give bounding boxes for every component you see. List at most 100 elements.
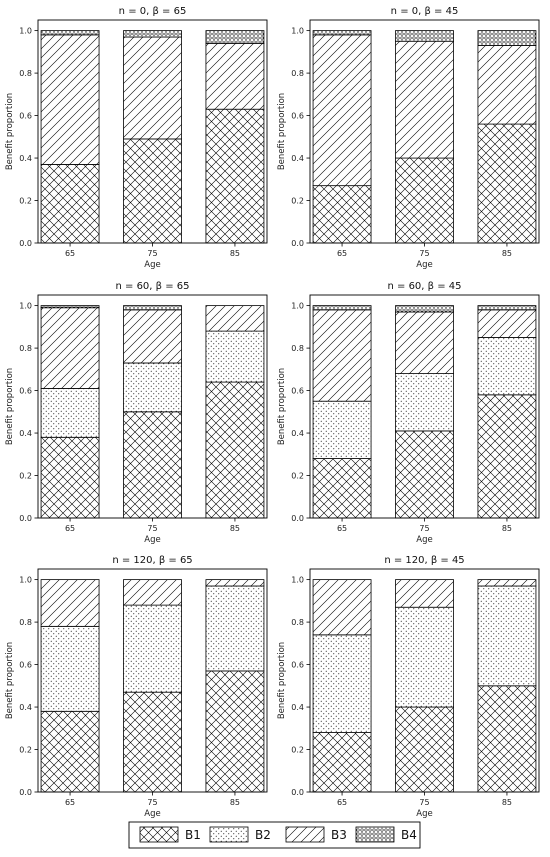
y-tick-label: 0.2: [19, 197, 32, 206]
chart-panel-2: n = 0, β = 45 65 75 85 0.0 0.2 0.4 0.6 0.8 1.0 Age…: [277, 6, 540, 270]
y-tick-label: 0.8: [19, 344, 32, 353]
y-tick-label: 0.4: [291, 703, 304, 712]
bar-segment-b4: [312, 30, 372, 36]
bar-segment-b1: [40, 710, 100, 793]
x-axis-label: Age: [144, 535, 160, 545]
x-tick-label: 75: [147, 249, 157, 258]
bar-segment-b4: [477, 30, 537, 46]
x-axis-label: Age: [416, 809, 432, 819]
bar-segment-b4: [123, 30, 182, 38]
x-tick-label: 85: [230, 524, 240, 533]
x-tick-label: 65: [337, 798, 347, 807]
x-tick-label: 85: [502, 798, 512, 807]
bar-segment-b3: [477, 579, 537, 587]
bar-segment-b3: [312, 579, 372, 636]
y-tick-label: 0.2: [291, 472, 304, 481]
x-tick-label: 75: [419, 524, 429, 533]
bar-segment-b1: [123, 411, 182, 519]
bar-segment-b3: [40, 579, 100, 627]
x-tick-label: 85: [502, 524, 512, 533]
bar-segment-b3: [477, 309, 537, 338]
bar-segment-b4: [205, 30, 265, 44]
bar-segment-b2: [205, 330, 265, 383]
chart-panel-3: n = 60, β = 65 65 75 85 0.0 0.2 0.4 0.6 0.8 1.0 Ag…: [5, 281, 268, 545]
plot-frame: [37, 294, 268, 519]
x-tick-label: 75: [147, 798, 157, 807]
chart-title: n = 120, β = 65: [112, 555, 192, 566]
bar-segment-b1: [395, 157, 454, 244]
chart-title: n = 0, β = 65: [119, 6, 187, 17]
legend-swatch-b3: [285, 826, 325, 843]
bar-segment-b2: [40, 625, 100, 712]
y-tick-label: 0.6: [19, 661, 32, 670]
y-tick-label: 1.0: [19, 576, 32, 585]
bar-segment-b1: [477, 123, 537, 244]
bar-segment-b4: [123, 305, 182, 311]
x-tick-label: 65: [337, 524, 347, 533]
y-tick-label: 0.8: [19, 618, 32, 627]
bar-segment-b4: [312, 305, 372, 311]
chart-panel-4: n = 60, β = 45 65 75 85 0.0 0.2 0.4 0.6 0.8 1.0 Ag…: [277, 281, 540, 545]
x-tick-label: 75: [419, 798, 429, 807]
y-tick-label: 0.0: [291, 239, 304, 248]
bar-segment-b3: [205, 305, 265, 332]
y-tick-label: 0.4: [291, 429, 304, 438]
bar-segment-b3: [477, 45, 537, 125]
bar-segment-b4: [40, 30, 100, 36]
legend: B1 B2 B3 B4: [128, 821, 421, 849]
y-tick-label: 1.0: [291, 576, 304, 585]
bar-segment-b1: [395, 430, 454, 519]
legend-label-b1: B1: [185, 828, 201, 842]
bar-segment-b3: [123, 36, 182, 140]
x-tick-label: 65: [337, 249, 347, 258]
bar-segment-b1: [312, 185, 372, 244]
y-tick-label: 0.8: [19, 69, 32, 78]
bar-segment-b2: [395, 606, 454, 708]
chart-title: n = 60, β = 45: [388, 281, 462, 292]
x-axis-label: Age: [144, 260, 160, 270]
x-tick-label: 65: [65, 798, 75, 807]
y-tick-label: 0.4: [291, 154, 304, 163]
legend-label-b2: B2: [255, 828, 271, 842]
x-tick-label: 75: [147, 524, 157, 533]
bar-segment-b3: [40, 34, 100, 165]
y-tick-label: 0.8: [291, 618, 304, 627]
bar-segment-b2: [312, 400, 372, 459]
bar-segment-b2: [205, 585, 265, 672]
bar-segment-b1: [205, 108, 265, 244]
y-tick-label: 0.2: [291, 746, 304, 755]
chart-panel-1: n = 0, β = 65 65 75 85 0.0 0.2 0.4 0.6 0.8 1.0 Age…: [5, 6, 268, 270]
bar-segment-b1: [40, 436, 100, 519]
bar-segment-b2: [395, 373, 454, 432]
y-tick-label: 0.0: [19, 514, 32, 523]
y-tick-label: 0.6: [19, 112, 32, 121]
bar-segment-b1: [40, 164, 100, 244]
bar-segment-b3: [312, 309, 372, 402]
bar-segment-b1: [205, 670, 265, 793]
y-tick-label: 0.4: [19, 703, 32, 712]
bar-segment-b3: [205, 579, 265, 587]
y-tick-label: 1.0: [291, 302, 304, 311]
bar-segment-b2: [40, 388, 100, 438]
x-tick-label: 75: [419, 249, 429, 258]
y-tick-label: 0.2: [291, 197, 304, 206]
y-tick-label: 0.2: [19, 472, 32, 481]
y-tick-label: 1.0: [291, 27, 304, 36]
bar-segment-b3: [123, 309, 182, 364]
bar-segment-b3: [312, 34, 372, 187]
y-tick-label: 0.4: [19, 429, 32, 438]
y-tick-label: 0.6: [291, 661, 304, 670]
legend-label-b3: B3: [331, 828, 347, 842]
x-tick-label: 85: [502, 249, 512, 258]
chart-panel-6: n = 120, β = 45 65 75 85 0.0 0.2 0.4 0.6 0.8 1.0 A…: [277, 555, 540, 819]
plot-frame: [37, 568, 268, 793]
bar-segment-b3: [395, 579, 454, 608]
bar-segment-b1: [477, 394, 537, 519]
bar-segment-b1: [123, 138, 182, 244]
x-axis-label: Age: [144, 809, 160, 819]
bar-segment-b2: [477, 337, 537, 396]
bar-segment-b1: [123, 691, 182, 793]
bar-segment-b1: [205, 381, 265, 519]
y-tick-label: 0.2: [19, 746, 32, 755]
x-axis-label: Age: [416, 260, 432, 270]
